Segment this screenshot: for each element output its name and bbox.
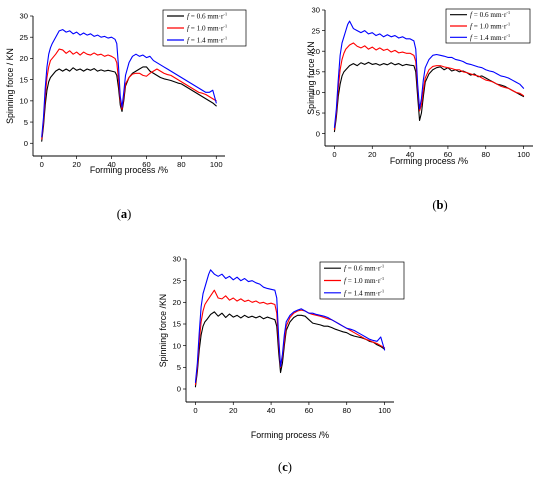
series-line-2 bbox=[333, 42, 525, 131]
y-tick-label: 15 bbox=[20, 75, 28, 84]
x-tick-label: 40 bbox=[107, 160, 115, 169]
legend-label-1: f = 0.6 mm·r-1 bbox=[470, 10, 511, 19]
series-line-3 bbox=[194, 269, 386, 384]
y-tick-label: 10 bbox=[20, 97, 28, 106]
panel-a: 0 20 40 60 80 100 0 5 10 15 20 25 30 Forming process … bbox=[5, 9, 247, 221]
x-tick-label: 60 bbox=[305, 406, 313, 415]
series-line-1 bbox=[333, 61, 525, 133]
x-axis-label: Forming process /% bbox=[90, 165, 168, 175]
legend: f = 0.6 mm·r-1 f = 1.0 mm·r-1 f = 1.4 mm·r… bbox=[445, 8, 531, 44]
series-line-3 bbox=[41, 29, 217, 138]
series-line-2 bbox=[41, 48, 217, 140]
y-tick-label: 10 bbox=[173, 341, 181, 350]
y-tick-label: 20 bbox=[20, 54, 28, 63]
legend: f = 0.6 mm·r-1 f = 1.0 mm·r-1 f = 1.4 mm·r… bbox=[319, 261, 405, 300]
panel-c: 0 20 40 60 80 100 0 5 10 15 20 25 30 Forming process … bbox=[158, 255, 405, 474]
legend-label-3: f = 1.4 mm·r-1 bbox=[344, 288, 385, 297]
x-tick-label: 40 bbox=[267, 406, 275, 415]
y-tick-label: 5 bbox=[24, 118, 28, 127]
y-tick-label: 25 bbox=[20, 33, 28, 42]
series-line-1 bbox=[194, 311, 386, 388]
y-axis-label: Spinning force /KN bbox=[158, 294, 168, 367]
x-tick-label: 80 bbox=[343, 406, 351, 415]
y-tick-label: 0 bbox=[177, 385, 181, 394]
legend-label-2: f = 1.0 mm·r-1 bbox=[344, 276, 385, 285]
y-tick-label: 5 bbox=[316, 109, 320, 118]
y-tick-label: 30 bbox=[20, 12, 28, 21]
x-axis-label: Forming process /% bbox=[390, 156, 468, 166]
y-tick-label: 25 bbox=[312, 26, 320, 35]
legend-label-1: f = 0.6 mm·r-1 bbox=[344, 264, 385, 273]
y-tick-label: 30 bbox=[312, 6, 320, 15]
y-tick-label: 0 bbox=[316, 129, 320, 138]
x-tick-label: 20 bbox=[368, 150, 376, 159]
series-line-1 bbox=[41, 66, 217, 142]
y-tick-label: 15 bbox=[312, 68, 320, 77]
x-tick-label: 100 bbox=[378, 406, 391, 415]
series-line-3 bbox=[333, 20, 525, 128]
panel-label: (c) bbox=[278, 460, 292, 474]
x-tick-label: 100 bbox=[210, 160, 223, 169]
x-tick-label: 100 bbox=[517, 150, 530, 159]
x-tick-label: 80 bbox=[177, 160, 185, 169]
x-tick-label: 40 bbox=[406, 150, 414, 159]
x-tick-label: 0 bbox=[193, 406, 197, 415]
legend-label-3: f = 1.4 mm·r-1 bbox=[470, 33, 511, 42]
y-tick-label: 30 bbox=[173, 255, 181, 264]
panel-b: 0 20 40 60 80 100 0 5 10 15 20 25 30 Forming process … bbox=[306, 6, 533, 212]
x-tick-label: 0 bbox=[332, 150, 336, 159]
x-tick-label: 0 bbox=[40, 160, 44, 169]
x-tick-label: 60 bbox=[142, 160, 150, 169]
y-tick-label: 10 bbox=[312, 88, 320, 97]
y-tick-label: 20 bbox=[312, 47, 320, 56]
series-line-2 bbox=[194, 289, 386, 386]
panel-label: (b) bbox=[432, 198, 447, 212]
y-axis-label: Spinning force / KN bbox=[5, 48, 15, 124]
y-tick-label: 25 bbox=[173, 276, 181, 285]
y-tick-label: 15 bbox=[173, 320, 181, 329]
legend: f = 0.6 mm·r-1 f = 1.0 mm·r-1 f = 1.4 mm·r… bbox=[162, 9, 247, 47]
x-axis-label: Forming process /% bbox=[251, 430, 329, 440]
x-tick-label: 20 bbox=[72, 160, 80, 169]
legend-label-2: f = 1.0 mm·r-1 bbox=[470, 22, 511, 31]
panel-label: (a) bbox=[117, 207, 132, 221]
x-tick-label: 80 bbox=[482, 150, 490, 159]
y-axis-label: Spinning force /KN bbox=[306, 41, 316, 114]
legend-label-1: f = 0.6 mm·r-1 bbox=[187, 12, 228, 21]
x-tick-label: 60 bbox=[444, 150, 452, 159]
y-tick-label: 0 bbox=[24, 139, 28, 148]
y-tick-label: 5 bbox=[177, 363, 181, 372]
y-tick-label: 20 bbox=[173, 298, 181, 307]
legend-label-3: f = 1.4 mm·r-1 bbox=[187, 36, 228, 45]
x-tick-label: 20 bbox=[229, 406, 237, 415]
legend-label-2: f = 1.0 mm·r-1 bbox=[187, 24, 228, 33]
